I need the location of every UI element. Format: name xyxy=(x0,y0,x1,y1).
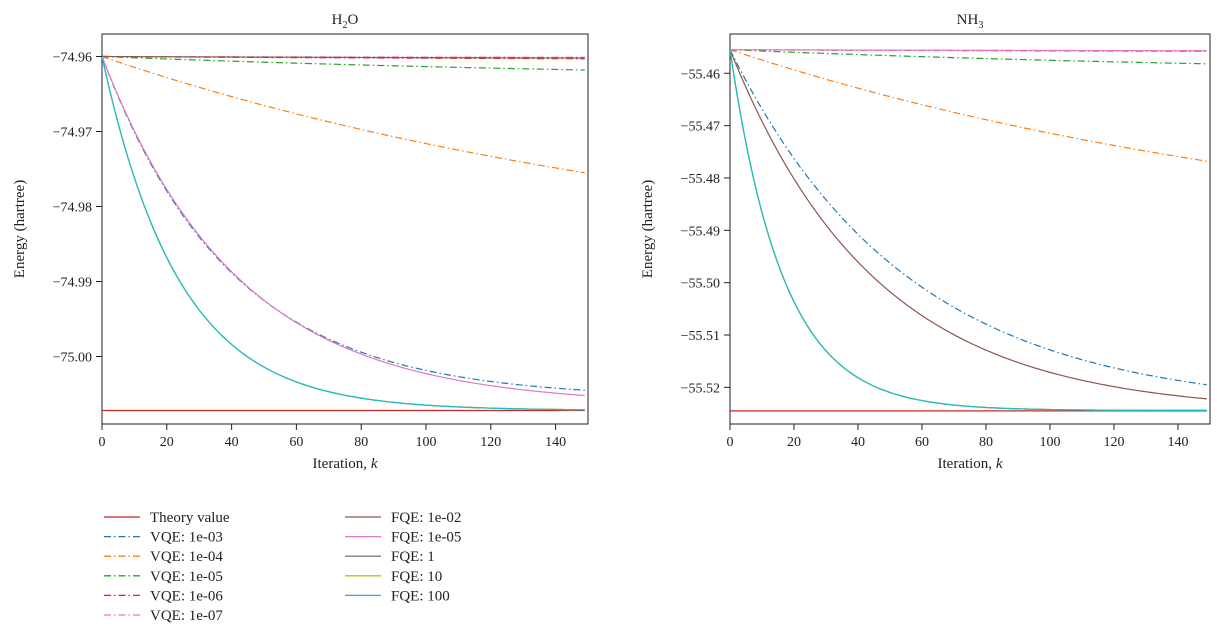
legend-label: VQE: 1e-03 xyxy=(150,530,223,546)
y-tick-label: −74.97 xyxy=(53,126,92,141)
y-tick-label: −55.50 xyxy=(681,277,720,292)
chart-title-base: NH xyxy=(957,12,979,28)
y-tick-label: −55.47 xyxy=(681,120,720,135)
series-line-fqe-1e-05 xyxy=(102,56,585,397)
x-tick-label: 120 xyxy=(1104,435,1125,450)
plot-frame xyxy=(101,33,589,425)
panel-nh3: NH3 0 20 40 60 80 100 120 140 −55.52 −55.51 −55.50 −… xyxy=(640,12,1211,472)
series-line-fqe-100 xyxy=(730,49,1207,411)
legend-label: VQE: 1e-06 xyxy=(150,588,223,604)
x-tick-label: 80 xyxy=(979,435,993,450)
series-line-fqe-1e-05 xyxy=(730,49,1207,52)
chart-title: NH3 xyxy=(957,12,984,31)
x-tick-label: 80 xyxy=(354,435,368,450)
legend-label: VQE: 1e-04 xyxy=(150,549,223,565)
y-tick-label: −55.46 xyxy=(681,67,720,82)
y-tick-label: −55.49 xyxy=(681,224,720,239)
series-line-fqe-10 xyxy=(730,49,1207,411)
x-axis-label-var: k xyxy=(371,456,378,472)
series-line-vqe-1e-04 xyxy=(730,49,1207,162)
x-tick-label: 100 xyxy=(1040,435,1061,450)
x-axis-label: Iteration, k xyxy=(938,456,1003,472)
series-line-fqe-100 xyxy=(102,56,585,411)
y-axis-label: Energy (hartree) xyxy=(12,180,28,278)
x-tick-label: 20 xyxy=(160,435,174,450)
legend-label: FQE: 1e-05 xyxy=(391,530,461,546)
plot-frame xyxy=(729,33,1211,425)
x-tick-label: 120 xyxy=(480,435,501,450)
chart-title: H2O xyxy=(332,12,359,31)
x-axis-label: Iteration, k xyxy=(313,456,378,472)
x-tick-label: 100 xyxy=(416,435,437,450)
y-tick-label: −55.52 xyxy=(681,381,720,396)
series-line-fqe-10 xyxy=(102,56,585,411)
chart-title-base: H xyxy=(332,12,343,28)
legend-label: VQE: 1e-05 xyxy=(150,569,223,585)
x-tick-label: 40 xyxy=(851,435,865,450)
x-tick-label: 60 xyxy=(289,435,303,450)
x-tick-label: 40 xyxy=(225,435,239,450)
series-line-vqe-1e-05 xyxy=(730,49,1207,65)
legend-label: FQE: 10 xyxy=(391,569,442,585)
x-tick-label: 0 xyxy=(99,435,106,450)
chart-title-subscript: 3 xyxy=(978,20,983,31)
panel-h2o: H2O 0 20 40 60 80 100 120 140 −75.00 −74.99 −74.98 −… xyxy=(12,12,589,472)
legend-label: FQE: 1 xyxy=(391,549,435,565)
series-line-vqe-1e-06 xyxy=(102,55,585,60)
series-group xyxy=(730,49,1207,412)
y-tick-label: −74.96 xyxy=(53,51,92,66)
y-tick-label: −74.99 xyxy=(53,276,92,291)
series-line-vqe-1e-07 xyxy=(102,55,585,58)
legend-label: FQE: 1e-02 xyxy=(391,510,461,526)
chart-title-tail: O xyxy=(348,12,359,28)
legend-label: Theory value xyxy=(150,510,230,526)
chart-title-subscript: 2 xyxy=(343,20,348,31)
y-tick-label: −74.98 xyxy=(53,201,92,216)
series-line-vqe-1e-05 xyxy=(102,55,585,71)
y-axis-label: Energy (hartree) xyxy=(640,180,656,278)
legend: Theory value VQE: 1e-03 VQE: 1e-04 VQE: 1e-… xyxy=(104,510,461,624)
y-tick-label: −55.48 xyxy=(681,172,720,187)
legend-label: VQE: 1e-07 xyxy=(150,608,223,624)
y-tick-label: −75.00 xyxy=(53,351,92,366)
series-line-fqe-1e-02 xyxy=(102,55,585,59)
x-axis-label-text: Iteration, xyxy=(938,456,996,472)
x-tick-label: 20 xyxy=(787,435,801,450)
x-tick-label: 140 xyxy=(1168,435,1189,450)
series-line-vqe-1e-03 xyxy=(102,56,585,391)
series-group xyxy=(102,55,585,412)
series-line-vqe-1e-04 xyxy=(102,55,585,174)
series-line-fqe-1e-02 xyxy=(730,49,1207,400)
series-line-fqe-1 xyxy=(730,49,1207,411)
x-tick-label: 60 xyxy=(915,435,929,450)
x-tick-label: 0 xyxy=(727,435,734,450)
x-axis-label-var: k xyxy=(996,456,1003,472)
x-axis-label-text: Iteration, xyxy=(313,456,371,472)
series-line-fqe-1 xyxy=(102,56,585,411)
legend-label: FQE: 100 xyxy=(391,588,450,604)
x-tick-label: 140 xyxy=(545,435,566,450)
y-tick-label: −55.51 xyxy=(681,329,720,344)
series-line-vqe-1e-03 xyxy=(730,49,1207,386)
